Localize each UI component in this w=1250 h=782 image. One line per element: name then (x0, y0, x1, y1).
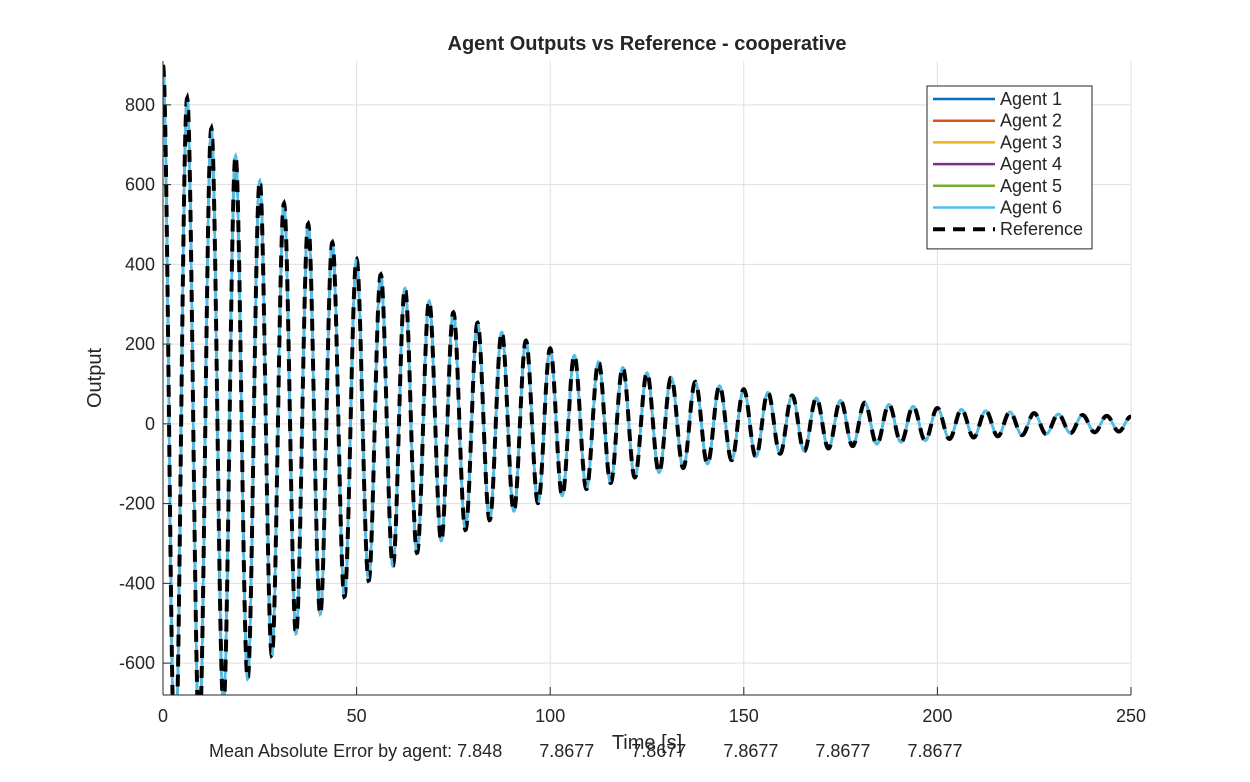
y-tick-label: 400 (125, 254, 155, 274)
legend-label: Reference (1000, 219, 1083, 239)
x-axis-label: Time [s] (612, 732, 682, 754)
x-tick-label: 250 (1116, 706, 1146, 726)
x-tick-label: 50 (347, 706, 367, 726)
legend-label: Agent 5 (1000, 176, 1062, 196)
axes: 0 50 100 150 200 250 -600 -400 -200 0 200 400 600 800 (119, 61, 1146, 726)
y-tick-label: -600 (119, 653, 155, 673)
mae-value: 7.8677 (723, 741, 779, 761)
legend-label: Agent 1 (1000, 89, 1062, 109)
x-tick-label: 150 (729, 706, 759, 726)
x-tick-label: 200 (922, 706, 952, 726)
x-tick-label: 100 (535, 706, 565, 726)
mae-value: 7.8677 (631, 741, 687, 761)
series-line-overlay (163, 64, 1131, 695)
mae-value: 7.8677 (815, 741, 871, 761)
y-tick-label: 0 (145, 414, 155, 434)
y-tick-label: -400 (119, 573, 155, 593)
mae-values: 7.848 7.8677 7.8677 7.8677 7.8677 7.8677 (457, 741, 962, 762)
y-tick-label: 200 (125, 334, 155, 354)
y-axis-label: Output (84, 348, 106, 408)
legend-label: Agent 6 (1000, 198, 1062, 218)
legend-label: Agent 3 (1000, 132, 1062, 152)
mae-footer: Mean Absolute Error by agent: 7.848 7.867… (209, 741, 963, 762)
legend-label: Agent 2 (1000, 111, 1062, 131)
mae-value: 7.848 (457, 741, 503, 761)
y-tick-label: -200 (119, 494, 155, 514)
mae-value: 7.8677 (539, 741, 595, 761)
y-tick-label: 600 (125, 175, 155, 195)
legend-label: Agent 4 (1000, 154, 1062, 174)
mae-label: Mean Absolute Error by agent: (209, 741, 458, 761)
mae-value: 7.8677 (907, 741, 963, 761)
y-tick-label: 800 (125, 95, 155, 115)
chart-title: Agent Outputs vs Reference - cooperative (448, 33, 847, 55)
x-tick-label: 0 (158, 706, 168, 726)
legend-box (926, 85, 1093, 250)
plot-area (163, 64, 1131, 695)
